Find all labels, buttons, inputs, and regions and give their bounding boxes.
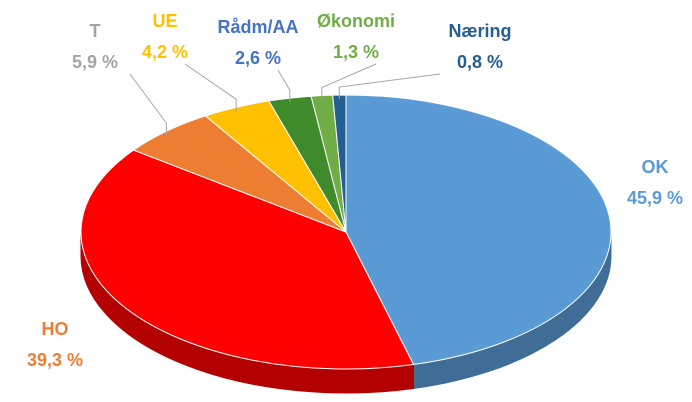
slice-value: 2,6 % <box>235 48 281 68</box>
leader-line <box>129 73 167 136</box>
slice <box>345 94 612 366</box>
slice-value: 4,2 % <box>142 42 188 62</box>
leader-line <box>277 69 291 103</box>
slice-label: Økonomi <box>317 11 395 31</box>
leader-line <box>321 63 377 100</box>
leader-line <box>338 73 441 100</box>
slice-value: 39,3 % <box>27 350 83 370</box>
slice-value: 0,8 % <box>457 52 503 72</box>
slice-label: T <box>90 21 101 41</box>
slice-value: 5,9 % <box>72 52 118 72</box>
slice-label: Næring <box>449 21 512 41</box>
slice-value: 45,9 % <box>627 188 683 208</box>
slice-label: HO <box>42 319 69 339</box>
slice <box>80 149 415 370</box>
slice-label: OK <box>642 157 669 177</box>
leader-line <box>184 63 237 112</box>
slice-label: Rådm/AA <box>217 17 298 37</box>
slice-value: 1,3 % <box>333 42 379 62</box>
slice-label: UE <box>152 11 177 31</box>
